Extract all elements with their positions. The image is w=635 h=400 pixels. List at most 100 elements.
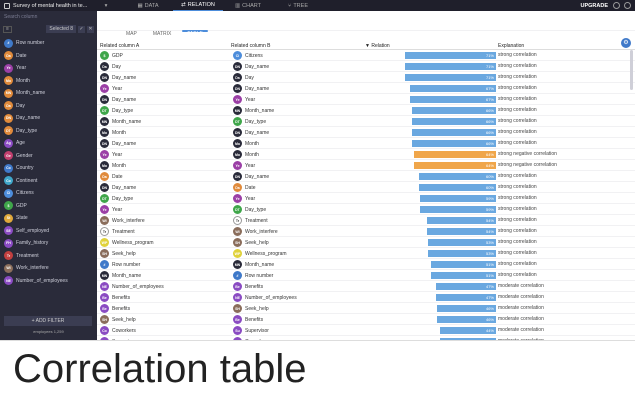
- filter-icon[interactable]: ≡: [3, 25, 12, 33]
- column-a-label: GDP: [112, 52, 123, 59]
- table-row[interactable]: DN Day_name Da Day 71% strong correlation: [97, 72, 635, 83]
- table-row[interactable]: DN Day_name Ye Year 67% strong correlation: [97, 94, 635, 105]
- sidebar-item[interactable]: DT Day_type: [0, 125, 97, 138]
- sidebar-item[interactable]: Mo Month: [0, 75, 97, 88]
- table-row[interactable]: Mo Month DN Day_name 66% strong correlation: [97, 127, 635, 138]
- table-row[interactable]: SH Seek_help Be Benefits 46% moderate correla…: [97, 314, 635, 325]
- caption-text: Correlation table: [13, 347, 307, 391]
- sidebar: Search column ≡ Selected 8 ✓ ✕ # Row numb…: [0, 11, 97, 340]
- variable-type-icon: Tr: [4, 251, 13, 261]
- search-input[interactable]: Search column: [4, 14, 38, 20]
- table-row[interactable]: Be Benefits NE Number_of_employees 47% modera…: [97, 292, 635, 303]
- table-row[interactable]: Da Date DN Day_name 60% strong correlation: [97, 171, 635, 182]
- sidebar-item[interactable]: Co Country: [0, 162, 97, 175]
- table-row[interactable]: # Row number MN Month_name 51% strong correla…: [97, 259, 635, 270]
- sidebar-item[interactable]: Ye Year: [0, 62, 97, 75]
- table-row[interactable]: NE Number_of_employees Be Benefits 47% modera…: [97, 281, 635, 292]
- column-b-cell: DN Day_name: [233, 128, 269, 137]
- table-row[interactable]: Ye Year DT Day_type 59% strong correlation: [97, 204, 635, 215]
- view-tabs: MAP MATRIX TABLE: [97, 11, 635, 42]
- table-row[interactable]: DT Day_type MN Month_name 66% strong correlat…: [97, 105, 635, 116]
- column-b-label: Row number: [245, 272, 274, 279]
- dataset-title[interactable]: Survey of mental health in te...: [13, 2, 88, 9]
- chart-icon: ▥: [234, 2, 241, 9]
- sidebar-item[interactable]: Tr Treatment: [0, 250, 97, 263]
- table-header: Related column A Related column B ▼ Rela…: [97, 42, 635, 50]
- table-row[interactable]: Da Day DN Day_name 71% strong correlation: [97, 61, 635, 72]
- sidebar-item[interactable]: WI Work_interfere: [0, 262, 97, 275]
- check-icon[interactable]: ✓: [78, 25, 85, 33]
- relation-value: 59%: [485, 196, 494, 201]
- table-row[interactable]: SH Seek_help WP Wellness_program 53% strong c…: [97, 248, 635, 259]
- table-row[interactable]: MN Month_name # Row number 51% strong correla…: [97, 270, 635, 281]
- tab-relation[interactable]: ⇄ RELATION: [173, 0, 223, 11]
- sidebar-item[interactable]: $ GDP: [0, 200, 97, 213]
- relation-cell: 46%: [368, 305, 496, 312]
- sidebar-item[interactable]: SE Self_employed: [0, 225, 97, 238]
- relation-bar: 51%: [430, 261, 496, 268]
- settings-gear-icon[interactable]: ⚙: [621, 38, 631, 48]
- sidebar-item[interactable]: # Row number: [0, 37, 97, 50]
- sidebar-item[interactable]: MN Month_name: [0, 87, 97, 100]
- scrollbar[interactable]: [630, 50, 633, 90]
- relation-value: 51%: [485, 273, 494, 278]
- sidebar-item[interactable]: NE Number_of_employees: [0, 275, 97, 288]
- sidebar-item[interactable]: Da Day: [0, 100, 97, 113]
- sidebar-item[interactable]: FH Family_history: [0, 237, 97, 250]
- column-b-label: Month_name: [245, 261, 275, 268]
- chevron-down-icon[interactable]: ▾: [104, 2, 108, 9]
- tab-tree[interactable]: ⑂ TREE: [288, 2, 308, 9]
- tab-data[interactable]: ▦ DATA: [137, 2, 159, 9]
- sidebar-item[interactable]: Ag Age: [0, 137, 97, 150]
- header-explanation[interactable]: Explanation: [498, 42, 525, 49]
- table-row[interactable]: Co Coworkers Su Supervisor 44% moderate corre…: [97, 325, 635, 336]
- user-icon[interactable]: [624, 2, 631, 9]
- table-row[interactable]: Mo Month Ye Year 64% strong negative correlat…: [97, 160, 635, 171]
- table-row[interactable]: WI Work_interfere Tr Treatment 54% strong cor…: [97, 215, 635, 226]
- sidebar-item[interactable]: St State: [0, 212, 97, 225]
- relation-cell: 67%: [368, 96, 496, 103]
- table-row[interactable]: WP Wellness_program SH Seek_help 53% strong c…: [97, 237, 635, 248]
- relation-bar: 47%: [435, 294, 496, 301]
- close-icon[interactable]: ✕: [87, 25, 94, 33]
- variable-type-icon: Co: [4, 176, 13, 186]
- variable-type-icon: Tr: [233, 216, 242, 225]
- column-a-cell: Tr Treatment: [100, 227, 135, 236]
- header-column-b[interactable]: Related column B: [231, 42, 271, 49]
- table-row[interactable]: DT Day_type Ye Year 59% strong correlation: [97, 193, 635, 204]
- table-row[interactable]: $ GDP Ci Citizens 71% strong correlation: [97, 50, 635, 61]
- sidebar-item[interactable]: Ge Gender: [0, 150, 97, 163]
- table-row[interactable]: Tr Treatment WI Work_interfere 54% strong cor…: [97, 226, 635, 237]
- table-row[interactable]: DN Day_name Mo Month 66% strong correlation: [97, 138, 635, 149]
- tab-table[interactable]: TABLE: [182, 30, 208, 37]
- relation-value: 66%: [485, 108, 494, 113]
- selected-dropdown[interactable]: Selected 8: [46, 25, 76, 33]
- sidebar-item[interactable]: Ci Citizens: [0, 187, 97, 200]
- table-row[interactable]: DN Day_name Da Date 60% strong correlation: [97, 182, 635, 193]
- variable-type-icon: Be: [233, 282, 242, 291]
- column-a-label: Day_name: [112, 96, 137, 103]
- sidebar-item[interactable]: DN Day_name: [0, 112, 97, 125]
- column-b-label: Treatment: [245, 217, 268, 224]
- tab-chart[interactable]: ▥ CHART: [234, 2, 262, 9]
- sidebar-item[interactable]: Da Date: [0, 50, 97, 63]
- header-relation[interactable]: ▼ Relation: [365, 42, 390, 49]
- relation-value: 44%: [486, 339, 494, 340]
- explanation-text: strong negative correlation: [498, 162, 557, 168]
- header-column-a[interactable]: Related column A: [100, 42, 140, 49]
- table-row[interactable]: Be Benefits SH Seek_help 46% moderate correla…: [97, 303, 635, 314]
- relation-cell: 71%: [368, 74, 496, 81]
- tab-map[interactable]: MAP: [126, 31, 137, 37]
- table-row[interactable]: Ye Year Mo Month 64% strong negative correlat…: [97, 149, 635, 160]
- variable-type-icon: DT: [233, 117, 242, 126]
- column-a-cell: $ GDP: [100, 51, 123, 60]
- sidebar-item[interactable]: Co Continent: [0, 175, 97, 188]
- add-filter-button[interactable]: + ADD FILTER: [4, 316, 92, 326]
- table-row[interactable]: Ye Year DN Day_name 67% strong correlation: [97, 83, 635, 94]
- table-row[interactable]: MN Month_name DT Day_type 66% strong correlat…: [97, 116, 635, 127]
- help-icon[interactable]: [613, 2, 620, 9]
- column-b-label: Day_type: [245, 206, 267, 213]
- upgrade-button[interactable]: UPGRADE: [580, 2, 608, 9]
- tab-matrix[interactable]: MATRIX: [152, 31, 172, 37]
